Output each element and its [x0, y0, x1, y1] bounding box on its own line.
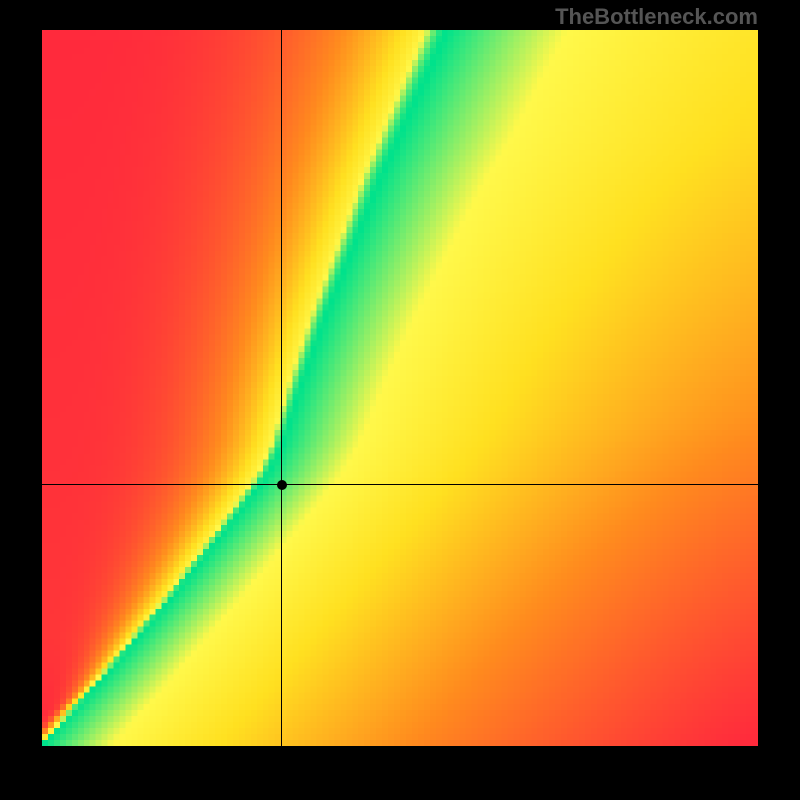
crosshair-horizontal [42, 484, 758, 485]
bottleneck-heatmap [42, 30, 758, 746]
watermark-text: TheBottleneck.com [555, 4, 758, 30]
crosshair-vertical [281, 30, 282, 746]
chart-container: TheBottleneck.com [0, 0, 800, 800]
crosshair-dot [277, 480, 287, 490]
